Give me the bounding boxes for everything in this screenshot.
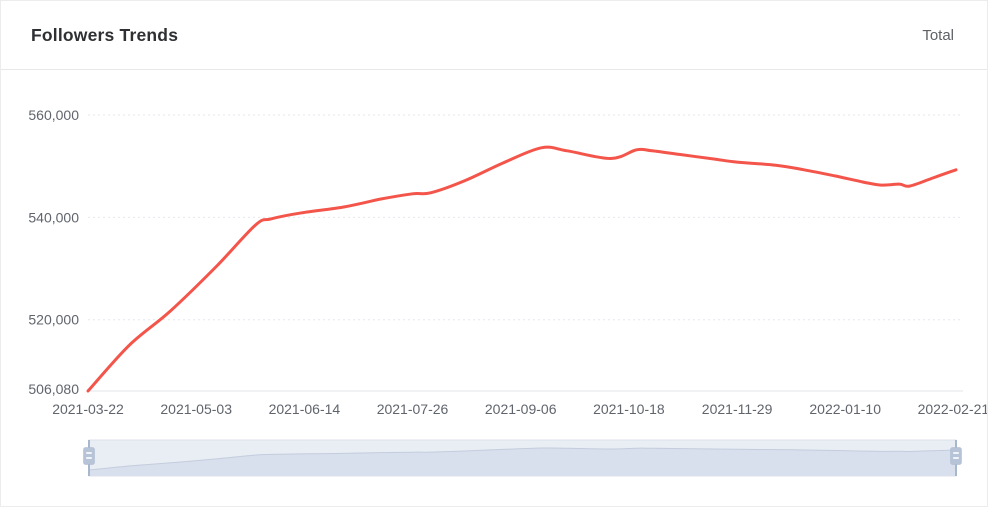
legend-total-label[interactable]: Total <box>922 26 954 44</box>
chart-area: 506,080 520,000 540,000 560,000 2021-03-22 20… <box>1 70 988 507</box>
slider-data-line <box>88 447 957 471</box>
x-axis-label: 2021-03-22 <box>52 401 124 417</box>
range-slider-right-handle[interactable] <box>950 447 962 465</box>
range-slider-left-handle[interactable] <box>83 447 95 465</box>
slider-data-shadow <box>89 447 956 476</box>
x-axis-label: 2021-10-18 <box>593 401 665 417</box>
x-axis-label: 2022-01-10 <box>809 401 881 417</box>
page-title: Followers Trends <box>31 24 179 45</box>
x-axis-label: 2021-05-03 <box>160 401 232 417</box>
card-header: Followers Trends Total <box>1 1 987 70</box>
y-axis-label: 520,000 <box>28 312 79 328</box>
y-axis-label: 540,000 <box>28 209 79 225</box>
x-axis-label: 2021-07-26 <box>377 401 449 417</box>
followers-trends-chart[interactable]: 506,080 520,000 540,000 560,000 2021-03-22 20… <box>1 70 988 507</box>
y-axis-label: 506,080 <box>28 381 79 397</box>
x-axis-label: 2021-06-14 <box>269 401 341 417</box>
x-axis-label: 2021-11-29 <box>702 401 773 417</box>
x-axis-label: 2022-02-21 <box>918 401 988 417</box>
y-axis-label: 560,000 <box>28 107 79 123</box>
x-axis-label: 2021-09-06 <box>485 401 557 417</box>
series-line-total[interactable] <box>86 145 958 393</box>
